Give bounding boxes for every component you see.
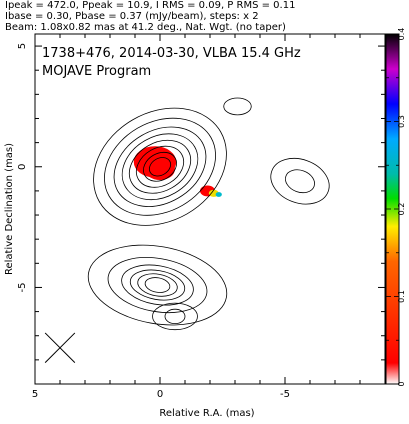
contour-south-3	[121, 264, 194, 306]
x-tick-label-2: -5	[280, 389, 290, 400]
x-axis-label: Relative R.A. (mas)	[159, 408, 254, 419]
colorbar-ticks: 0 0.1 0.2 0.3 0.4	[386, 28, 406, 387]
axis-ticks: 5 0 -5 5 0 -5	[17, 34, 386, 400]
contour-core-4	[121, 133, 199, 201]
colorbar-tick-label-4: 0.4	[397, 28, 406, 41]
contour-south-4	[107, 257, 208, 313]
header-line-3: Beam: 1.08x0.82 mas at 41.2 deg., Nat. W…	[5, 22, 286, 33]
y-tick-label-1: 0	[17, 164, 28, 170]
contour-south-1	[137, 273, 178, 297]
y-tick-label-2: -5	[17, 282, 28, 292]
polarization-layer	[133, 146, 222, 197]
contour-core-5	[113, 126, 207, 207]
colorbar-tick-label-0: 0	[397, 381, 406, 386]
contour-south-0	[144, 277, 171, 293]
contour-layer	[87, 97, 330, 331]
colorbar-tick-label-2: 0.2	[397, 203, 406, 216]
x-tick-label-0: 5	[32, 389, 38, 400]
colorbar-tick-label-1: 0.1	[397, 290, 406, 303]
contour-east-blob-0	[285, 169, 315, 194]
chart-subtitle: MOJAVE Program	[42, 64, 151, 79]
beam-marker	[44, 332, 76, 363]
contour-south-lower-1	[152, 302, 198, 331]
chart-title: 1738+476, 2014-03-30, VLBA 15.4 GHz	[42, 46, 301, 61]
contour-core-3	[128, 139, 192, 194]
header-line-1: Ipeak = 472.0, Ppeak = 10.9, I RMS = 0.0…	[5, 0, 296, 11]
pol-patch-4	[215, 192, 222, 197]
y-axis-label: Relative Declination (mas)	[4, 143, 15, 275]
plot-frame	[34, 33, 386, 385]
contour-core-0	[148, 157, 172, 177]
contour-core-6	[104, 117, 216, 216]
header-line-2: Ibase = 0.30, Pbase = 0.37 (mJy/beam), s…	[5, 11, 259, 22]
contour-core-2	[135, 145, 185, 188]
contour-south-lower-0	[164, 308, 186, 325]
contour-south-2	[129, 269, 186, 301]
colorbar-tick-label-3: 0.3	[397, 115, 406, 128]
contour-south-5	[87, 244, 228, 326]
y-tick-label-0: 5	[17, 43, 28, 49]
beam-line-minor	[44, 332, 76, 363]
contour-east-blob-1	[270, 157, 330, 205]
contour-core-1	[143, 151, 177, 182]
x-tick-label-1: 0	[157, 389, 163, 400]
contour-core-7	[93, 107, 227, 226]
contour-west-clump-0	[223, 97, 252, 116]
